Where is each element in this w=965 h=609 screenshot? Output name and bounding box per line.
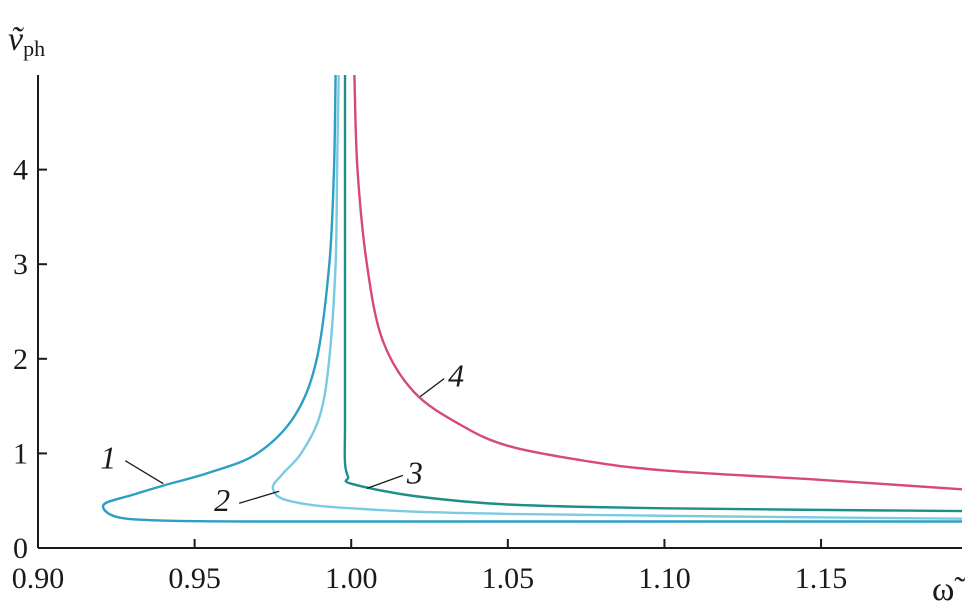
y-tick-label: 2: [13, 343, 28, 376]
leader-line-1: [124, 460, 164, 485]
x-tick-label: 0.95: [168, 562, 221, 595]
x-tick-label: 0.90: [12, 562, 65, 595]
y-tick-label: 4: [13, 154, 28, 187]
y-tick-label: 3: [13, 248, 28, 281]
series-line-1: [101, 74, 962, 523]
y-axis-title-main: ṽ: [8, 21, 24, 58]
x-tick-label: 1.05: [482, 562, 535, 595]
curve-label-3: 3: [406, 454, 423, 490]
leader-line-3: [366, 474, 404, 490]
curves: [101, 74, 963, 523]
curve-labels: 1 2 3 4: [100, 358, 464, 519]
x-tick-label: 1.10: [638, 562, 691, 595]
y-axis-title: ṽph: [8, 21, 45, 61]
series-line-2: [271, 74, 963, 520]
curve-label-2: 2: [214, 482, 230, 518]
y-tick-label: 1: [13, 437, 28, 470]
y-tick-label: 0: [13, 532, 28, 565]
curve-label-4: 4: [448, 358, 464, 394]
series-line-4: [353, 74, 963, 491]
x-tick-label: 1.15: [795, 562, 848, 595]
leader-line-2: [238, 490, 280, 504]
leader-line-4: [419, 378, 445, 398]
x-tick-label: 1.00: [325, 562, 378, 595]
series-line-3: [343, 74, 963, 513]
y-axis-title-sub: ph: [23, 36, 45, 61]
curve-label-1: 1: [100, 440, 116, 476]
x-axis-title: ω̃: [932, 571, 965, 608]
axes: 0.90 0.95 1.00 1.05 1.10 1.15 0 1 2 3 4: [12, 75, 962, 595]
